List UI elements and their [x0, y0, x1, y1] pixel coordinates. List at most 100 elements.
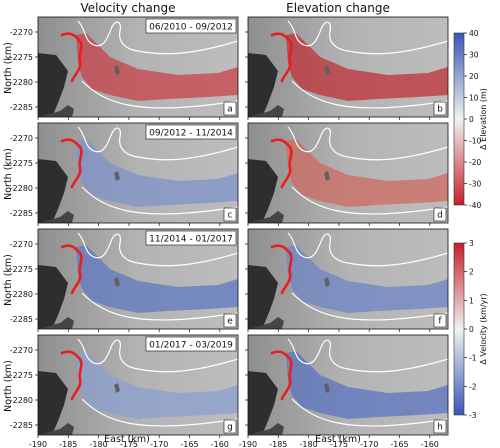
colorbar-velocity — [453, 242, 465, 416]
panel-frame — [37, 122, 239, 224]
glacier-change-field — [76, 245, 238, 313]
period-label-box — [145, 230, 237, 246]
glacier-outline-north — [77, 126, 238, 161]
colorbar-velocity-tick-label: 1 — [469, 296, 474, 305]
x-axis-label-left: East (km) — [104, 434, 150, 445]
dark-region-lower — [38, 105, 74, 117]
glacier-change-field — [286, 351, 448, 419]
panel-g: g 01/2017 - 03/2019 -2270 -2275 -2280 -2285 -1… — [10, 334, 239, 448]
colorbar-velocity-tick-label: 3 — [469, 239, 474, 248]
dark-region-lower — [248, 423, 284, 435]
y-tick-label: -2280 — [10, 184, 33, 193]
dark-region — [38, 53, 68, 117]
column-title-elevation: Elevation change — [286, 1, 390, 15]
y-axis-label-row2: North (km) — [3, 148, 14, 200]
colorbar-elevation-tick-label: -40 — [469, 201, 481, 210]
panel-frame — [247, 122, 449, 224]
glacier-change-field — [286, 139, 448, 207]
panel-letter-box — [223, 101, 237, 116]
glacier-outline-south — [81, 186, 238, 215]
glacier-outline-south — [291, 80, 448, 109]
panel-letter: b — [437, 105, 443, 115]
period-label: 01/2017 - 03/2019 — [149, 341, 233, 351]
y-tick-label: -2280 — [10, 290, 33, 299]
x-tick-label: -185 — [59, 440, 77, 448]
colorbar-velocity-tick-label: -3 — [469, 411, 477, 420]
y-tick-label: -2270 — [10, 240, 33, 249]
y-axis-label-row3: North (km) — [3, 254, 14, 306]
panel-letter: c — [228, 211, 233, 221]
period-label: 06/2010 - 09/2012 — [149, 23, 233, 33]
panel-frame — [37, 16, 239, 118]
glacier-outline-south — [291, 398, 448, 427]
y-tick-label: -2270 — [10, 28, 33, 37]
x-tick-label: -175 — [330, 440, 348, 448]
glacier-outline-south — [81, 398, 238, 427]
panel-letter-box — [433, 207, 447, 222]
panel-frame — [37, 228, 239, 330]
y-tick-label: -2285 — [10, 103, 33, 112]
glacier-change-field — [76, 351, 238, 419]
x-tick-label: -170 — [360, 440, 378, 448]
period-label: 11/2014 - 01/2017 — [149, 235, 233, 245]
colorbar-elevation-tick-label: -30 — [469, 180, 481, 189]
x-tick-label: -170 — [150, 440, 168, 448]
panel-letter-box — [223, 313, 237, 328]
dark-region — [248, 265, 278, 329]
y-tick-label: -2285 — [10, 315, 33, 324]
colorbar-velocity-tick-label: 2 — [469, 268, 474, 277]
x-tick-label: -190 — [239, 440, 257, 448]
panel-frame — [247, 228, 449, 330]
period-label: 09/2012 - 11/2014 — [149, 129, 233, 139]
period-label-box — [145, 18, 237, 34]
y-tick-label: -2270 — [10, 134, 33, 143]
colorbar-elevation-tick-label: 10 — [469, 94, 479, 103]
calving-front-line — [270, 138, 293, 189]
colorbar-elevation — [453, 32, 465, 206]
background-image — [248, 229, 448, 329]
x-tick-label: -190 — [29, 440, 47, 448]
glacier-outline-north — [287, 20, 448, 55]
panel-letter-box — [223, 419, 237, 434]
colorbar-elevation-tick-label: 40 — [469, 29, 479, 38]
panel-letter: g — [227, 423, 233, 433]
calving-front-line — [60, 350, 83, 401]
x-tick-label: -165 — [390, 440, 408, 448]
y-tick-label: -2275 — [10, 371, 33, 380]
dark-region-lower — [248, 317, 284, 329]
y-axis-label-row1: North (km) — [3, 42, 14, 94]
panel-c: c 09/2012 - 11/2014 -2270 -2275 -2280 -2285 — [10, 122, 239, 226]
colorbar-elevation-label: Δ Elevation (m) — [479, 88, 488, 150]
dark-region-lower — [248, 105, 284, 117]
y-tick-label: -2270 — [10, 346, 33, 355]
panel-frame — [247, 334, 449, 436]
glacier-change-field — [76, 139, 238, 207]
x-tick-label: -180 — [90, 440, 108, 448]
panel-letter: f — [438, 317, 442, 327]
background-image — [248, 335, 448, 435]
panel-a: a 06/2010 - 09/2012 -2270 -2275 -2280 -2285 — [10, 16, 239, 120]
y-tick-label: -2285 — [10, 209, 33, 218]
dark-region-lower — [38, 317, 74, 329]
glacier-outline-south — [81, 80, 238, 109]
panel-e: e 11/2014 - 01/2017 -2270 -2275 -2280 -2285 — [10, 228, 239, 332]
nunatak — [114, 171, 120, 181]
dark-region-lower — [248, 211, 284, 223]
dark-region-lower — [38, 423, 74, 435]
y-tick-label: -2275 — [10, 53, 33, 62]
period-label-box — [145, 336, 237, 352]
panel-letter-box — [433, 313, 447, 328]
glacier-outline-south — [81, 292, 238, 321]
nunatak — [114, 65, 120, 75]
period-label-box — [145, 124, 237, 140]
panel-b: b — [245, 16, 449, 120]
y-tick-label: -2275 — [10, 265, 33, 274]
y-tick-label: -2280 — [10, 396, 33, 405]
dark-region — [248, 53, 278, 117]
calving-front-line — [270, 350, 293, 401]
glacier-outline-north — [287, 338, 448, 373]
x-tick-label: -180 — [300, 440, 318, 448]
dark-region-lower — [38, 211, 74, 223]
calving-front-line — [60, 138, 83, 189]
nunatak — [324, 277, 330, 287]
